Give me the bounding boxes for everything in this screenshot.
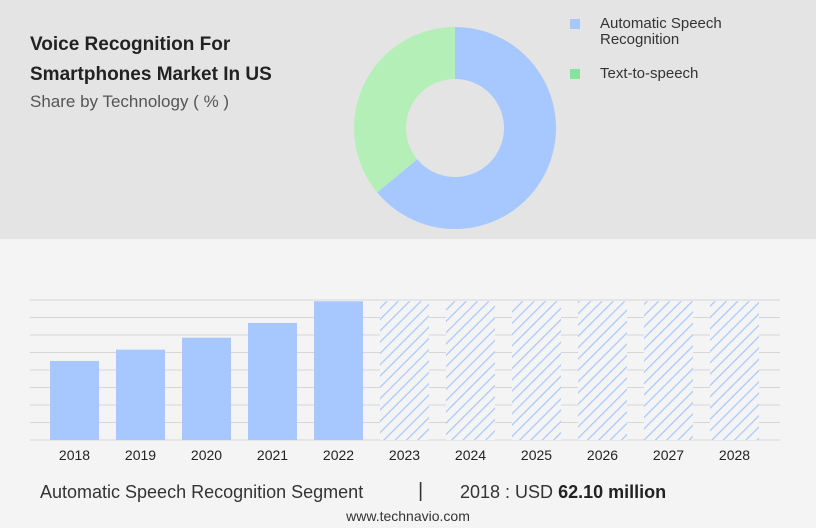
- x-tick-label: 2019: [125, 447, 156, 463]
- bar-chart: 2018 2019 2020 2021 2022 2023 2024 2025 2026 2027…: [30, 299, 780, 463]
- x-tick-label: 2028: [719, 447, 750, 463]
- x-tick-label: 2027: [653, 447, 684, 463]
- legend-label: Automatic Speech Recognition: [600, 15, 722, 48]
- x-tick-label: 2025: [521, 447, 552, 463]
- legend-swatch: [570, 69, 580, 79]
- bar-2018: [50, 360, 99, 440]
- donut-slice-text-to-speech: [354, 27, 455, 193]
- bar-2019: [116, 349, 165, 440]
- footer-divider: |: [418, 480, 424, 502]
- x-tick-label: 2020: [191, 447, 222, 463]
- x-tick-label: 2023: [389, 447, 420, 463]
- footer-value: 62.10 million: [558, 482, 667, 502]
- donut-chart: [354, 27, 556, 230]
- forecast-bar-2026: [578, 301, 627, 440]
- bar-2020: [182, 337, 231, 440]
- bar-2022: [314, 301, 363, 440]
- x-tick-label: 2018: [59, 447, 90, 463]
- x-tick-label: 2024: [455, 447, 486, 463]
- legend-label: Text-to-speech: [600, 65, 699, 82]
- x-tick-label: 2026: [587, 447, 618, 463]
- forecast-bar-2024: [446, 301, 495, 440]
- forecast-bar-2023: [380, 301, 429, 440]
- chart-title: Voice Recognition For Smartphones Market…: [30, 34, 272, 85]
- footer-value-group: 2018 : USD 62.10 million: [460, 482, 666, 503]
- donut-slice-automatic-speech-recognition: [377, 27, 556, 230]
- x-tick-label: 2022: [323, 447, 354, 463]
- forecast-bar-2027: [644, 301, 693, 440]
- footer-year-label: 2018 : USD: [460, 482, 554, 502]
- forecast-bar-2028: [710, 301, 759, 440]
- forecast-bar-2025: [512, 301, 561, 440]
- website-link[interactable]: www.technavio.com: [346, 508, 470, 524]
- bar-2021: [248, 322, 297, 440]
- footer-segment-label: Automatic Speech Recognition Segment: [40, 482, 364, 502]
- chart-subtitle: Share by Technology ( % ): [30, 92, 230, 111]
- x-tick-label: 2021: [257, 447, 288, 463]
- legend-swatch: [570, 19, 580, 29]
